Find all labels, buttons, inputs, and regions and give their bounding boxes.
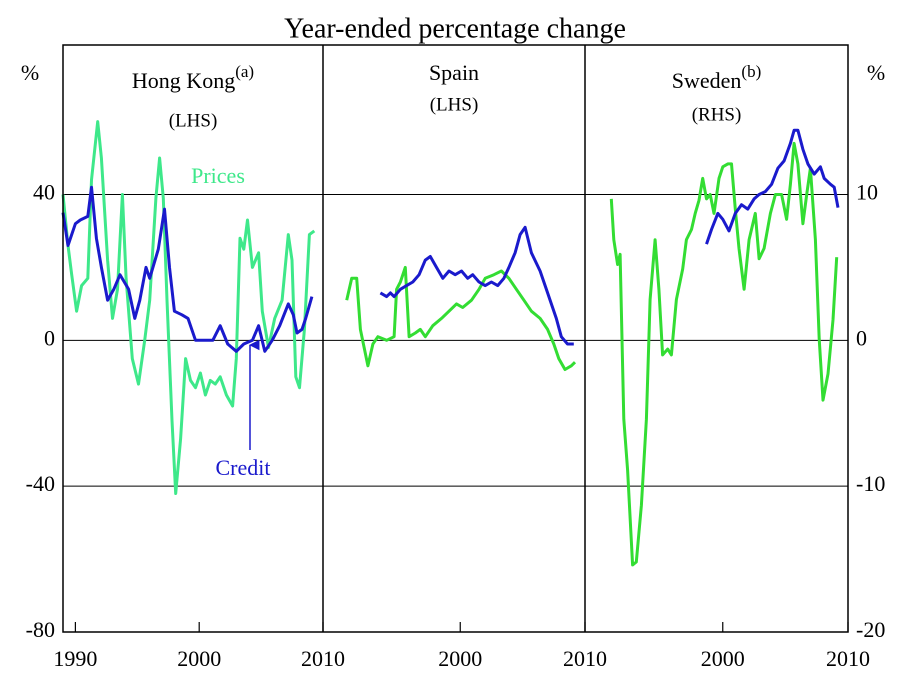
y-tick-label: -80: [26, 617, 55, 642]
y-tick-label: -10: [856, 471, 885, 496]
y-tick-label: 0: [856, 325, 867, 350]
x-tick-label: 2010: [301, 646, 345, 671]
series-line: [705, 128, 840, 245]
series-line: [345, 265, 577, 371]
y-tick-label: -20: [856, 617, 885, 642]
y-tick-label: 10: [856, 180, 878, 205]
panel-title-name: Hong Kong: [132, 68, 235, 93]
x-tick-label: 1990: [53, 646, 97, 671]
y-tick-label: -40: [26, 471, 55, 496]
panel-subtitle: (LHS): [169, 110, 218, 131]
y-axis-unit: %: [867, 60, 885, 85]
panel-title-sup: (a): [235, 62, 254, 81]
x-tick-label: 2010: [826, 646, 870, 671]
plot-frame: [62, 44, 849, 633]
series-line: [61, 185, 314, 353]
panel-title-name: Sweden: [672, 68, 742, 93]
series-label: Credit: [216, 455, 271, 480]
panel-title: Hong Kong(a): [132, 62, 254, 93]
x-tick-label: 2000: [701, 646, 745, 671]
y-tick-label: 40: [33, 180, 55, 205]
x-tick-label: 2000: [177, 646, 221, 671]
panel-subtitle: (LHS): [430, 94, 479, 115]
x-tick-label: 2000: [438, 646, 482, 671]
x-tick-label: 2010: [563, 646, 607, 671]
series-label: Prices: [191, 163, 245, 188]
panel-title: Spain: [429, 60, 479, 85]
series-line: [609, 141, 839, 567]
y-tick-label: 0: [44, 325, 55, 350]
panel-title-name: Spain: [429, 60, 479, 85]
panel-title-sup: (b): [741, 62, 761, 81]
y-axis-unit: %: [21, 60, 39, 85]
series-line: [379, 225, 574, 346]
series-line: [61, 120, 316, 495]
chart-subtitle: Year-ended percentage change: [284, 13, 626, 44]
panel-subtitle: (RHS): [692, 104, 742, 125]
panel-title: Sweden(b): [672, 62, 761, 93]
